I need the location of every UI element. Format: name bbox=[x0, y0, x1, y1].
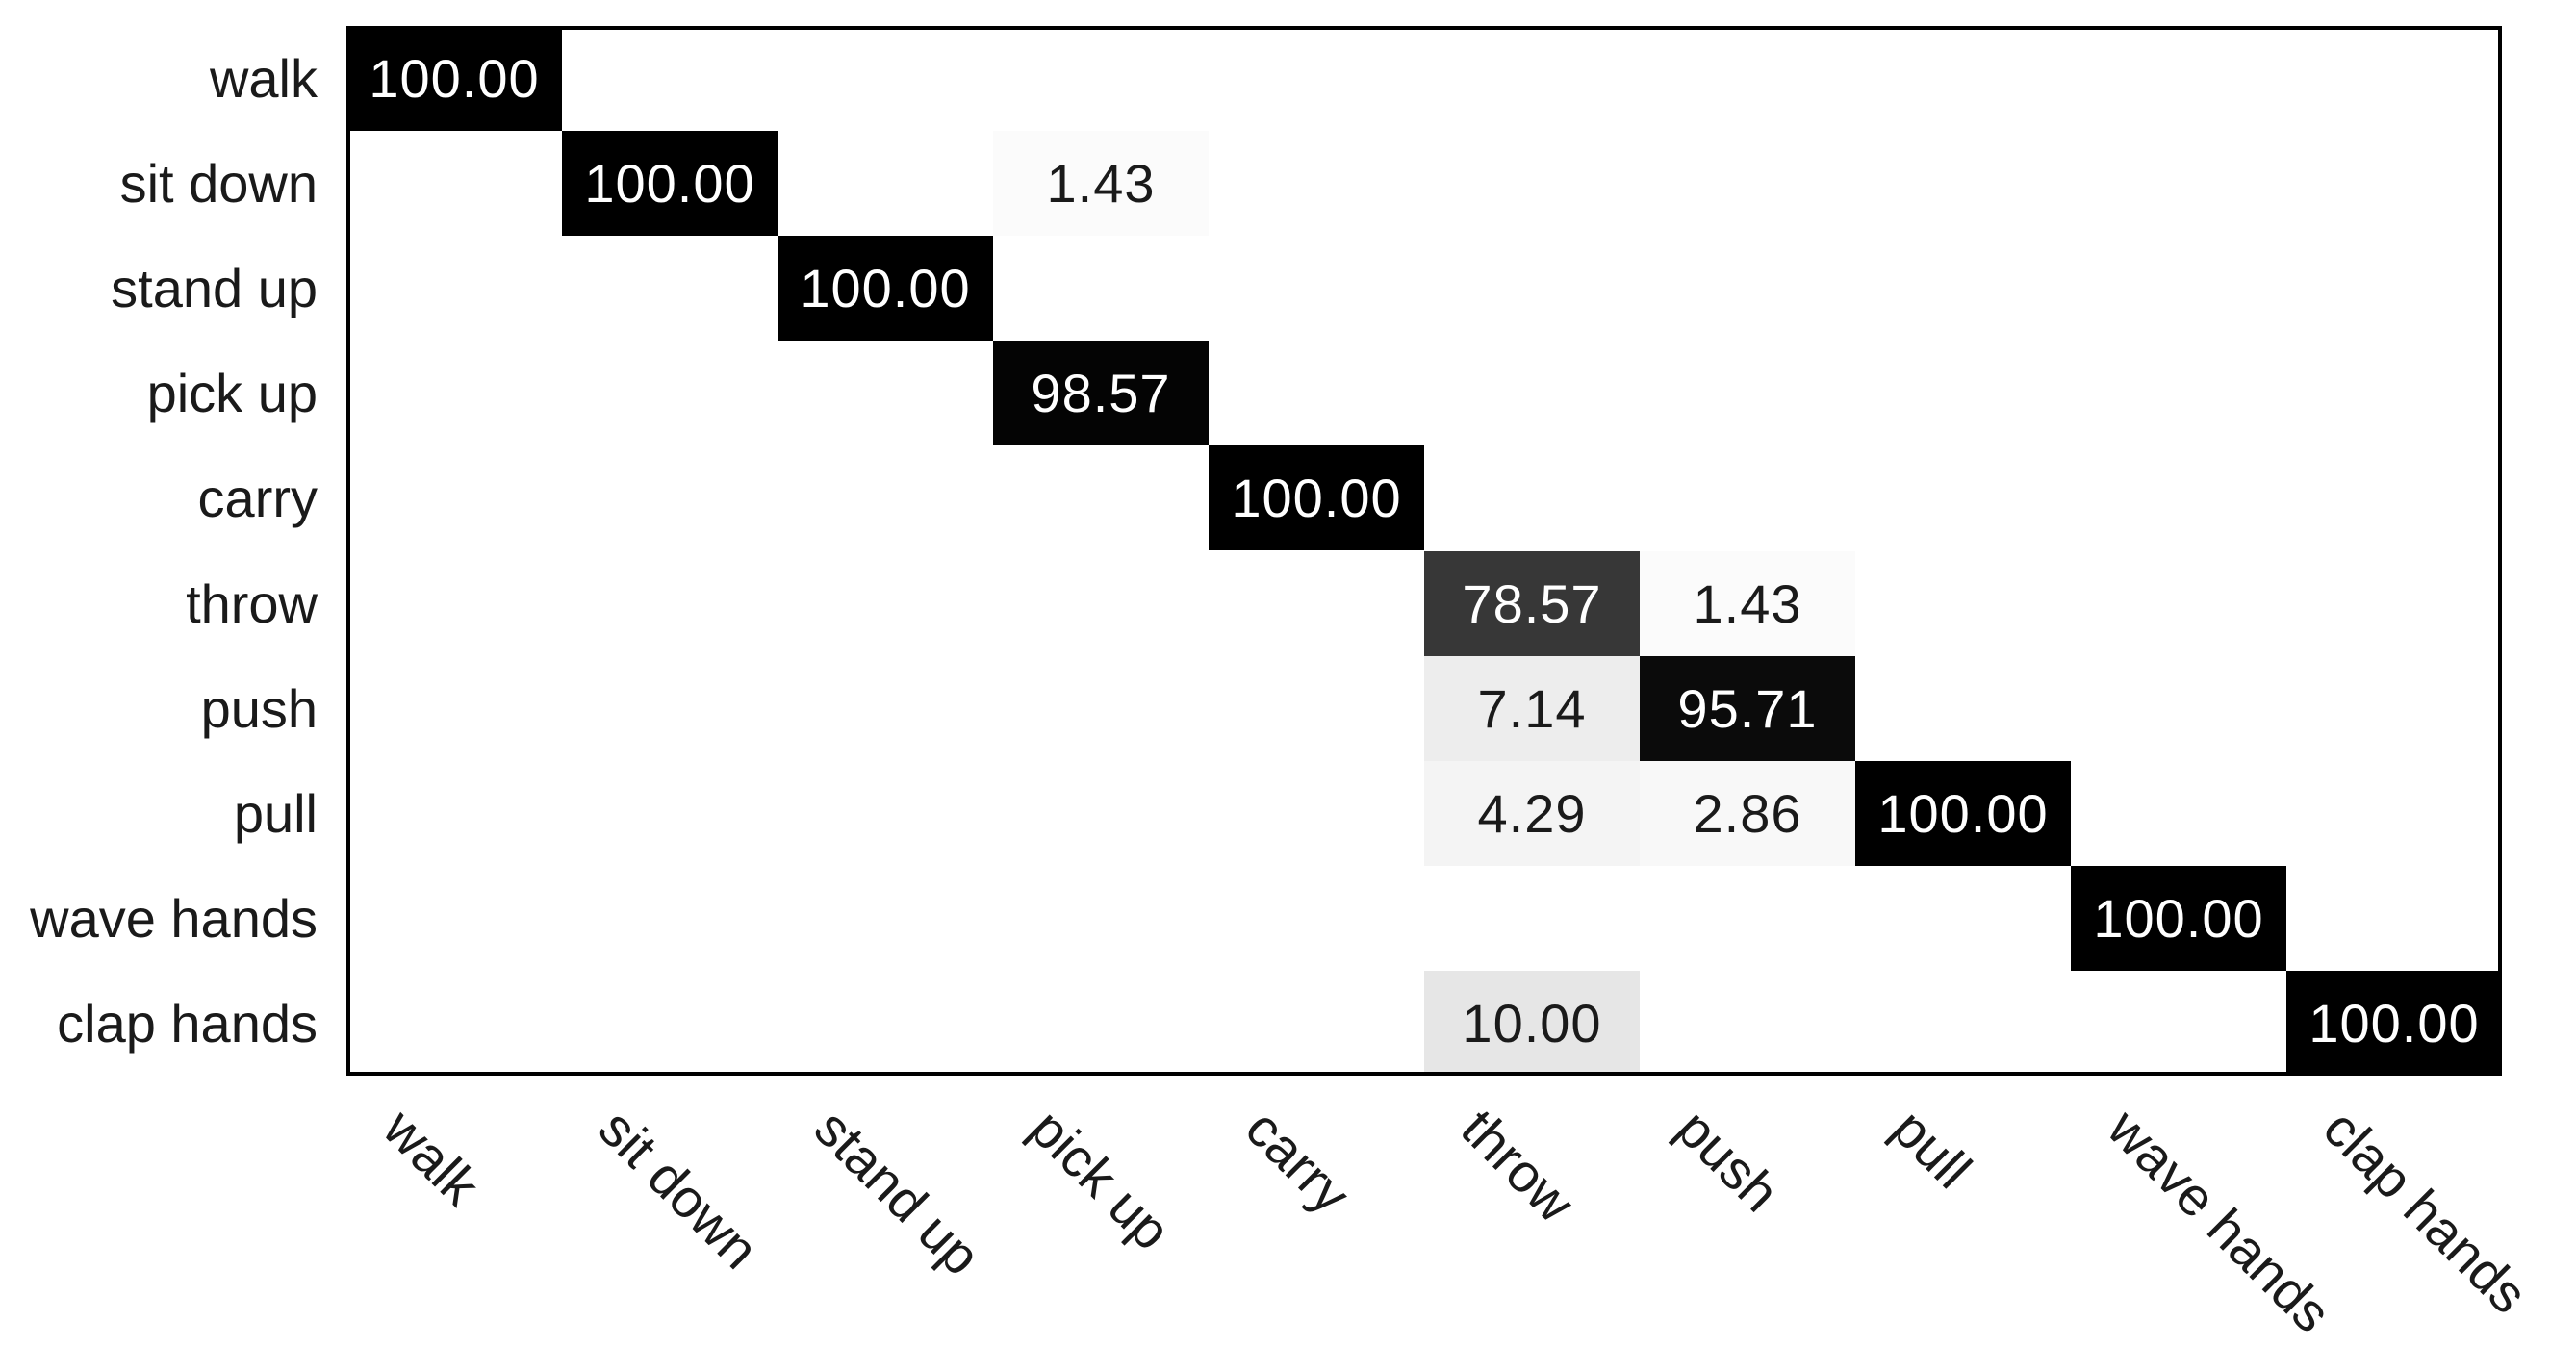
matrix-cell-pull-throw: 4.29 bbox=[1424, 760, 1640, 866]
matrix-cell-push-push: 95.71 bbox=[1640, 655, 1855, 761]
matrix-cell-pull-push: 2.86 bbox=[1640, 760, 1855, 866]
row-label-walk: walk bbox=[209, 48, 318, 109]
col-label-clap-hands: clap hands bbox=[2311, 1097, 2539, 1325]
col-label-stand-up: stand up bbox=[803, 1097, 993, 1287]
matrix-cell-pull-pull: 100.00 bbox=[1855, 760, 2071, 866]
matrix-cell-push-throw: 7.14 bbox=[1424, 655, 1640, 761]
row-label-wave-hands: wave hands bbox=[30, 887, 318, 949]
matrix-cell-throw-push: 1.43 bbox=[1640, 550, 1855, 656]
col-label-wave-hands: wave hands bbox=[2096, 1097, 2343, 1344]
col-label-sit-down: sit down bbox=[587, 1097, 771, 1281]
matrix-cell-clap-hands-clap-hands: 100.00 bbox=[2286, 970, 2502, 1076]
row-label-pick-up: pick up bbox=[146, 363, 318, 424]
col-label-push: push bbox=[1665, 1097, 1792, 1224]
row-label-pull: pull bbox=[233, 782, 318, 844]
matrix-cell-pick-up-pick-up: 98.57 bbox=[993, 341, 1209, 446]
row-label-stand-up: stand up bbox=[111, 258, 318, 319]
row-label-carry: carry bbox=[197, 468, 318, 529]
col-label-throw: throw bbox=[1449, 1097, 1587, 1234]
matrix-cell-sit-down-sit-down: 100.00 bbox=[562, 131, 778, 237]
matrix-cell-stand-up-stand-up: 100.00 bbox=[778, 236, 993, 342]
col-label-walk: walk bbox=[371, 1097, 492, 1217]
col-label-pull: pull bbox=[1880, 1097, 1983, 1200]
row-label-sit-down: sit down bbox=[119, 153, 318, 215]
matrix-cell-throw-throw: 78.57 bbox=[1424, 550, 1640, 656]
row-label-throw: throw bbox=[186, 572, 318, 634]
matrix-cell-carry-carry: 100.00 bbox=[1209, 445, 1424, 551]
row-label-clap-hands: clap hands bbox=[57, 992, 318, 1054]
col-label-pick-up: pick up bbox=[1018, 1097, 1183, 1261]
matrix-cell-walk-walk: 100.00 bbox=[346, 26, 562, 132]
col-label-carry: carry bbox=[1234, 1097, 1363, 1226]
matrix-cell-clap-hands-throw: 10.00 bbox=[1424, 970, 1640, 1076]
matrix-cell-wave-hands-wave-hands: 100.00 bbox=[2071, 865, 2286, 971]
matrix-cell-sit-down-pick-up: 1.43 bbox=[993, 131, 1209, 237]
row-label-push: push bbox=[200, 677, 318, 739]
